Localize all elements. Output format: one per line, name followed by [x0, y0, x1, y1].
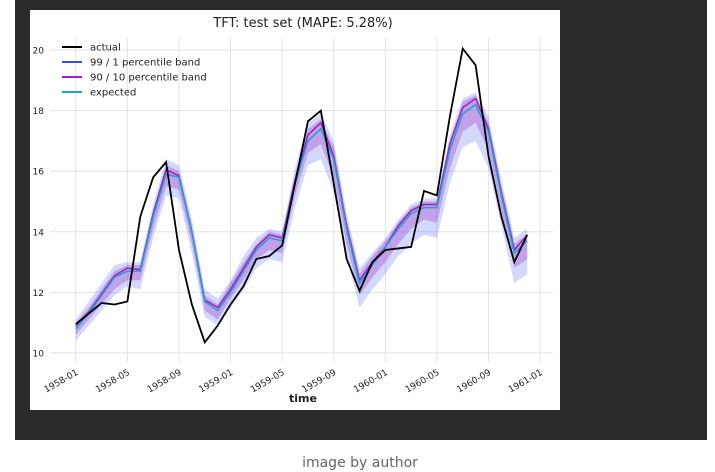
y-tick-label: 14: [33, 228, 45, 238]
caption: image by author: [302, 455, 418, 471]
y-tick-label: 18: [33, 107, 45, 117]
plot-panel: [30, 10, 560, 410]
legend-label: actual: [90, 43, 121, 54]
line: [75, 46, 529, 345]
x-axis-label: time: [289, 392, 317, 405]
line: [75, 103, 528, 330]
legend-label: expected: [90, 88, 136, 99]
y-tick-label: 10: [33, 349, 45, 359]
legend-label: 99 / 1 percentile band: [90, 58, 200, 69]
chart-title: TFT: test set (MAPE: 5.28%): [212, 16, 392, 31]
y-tick-label: 16: [33, 168, 45, 178]
y-tick-label: 20: [33, 47, 45, 57]
legend-label: 90 / 10 percentile band: [90, 73, 207, 84]
y-tick-label: 12: [33, 289, 44, 299]
